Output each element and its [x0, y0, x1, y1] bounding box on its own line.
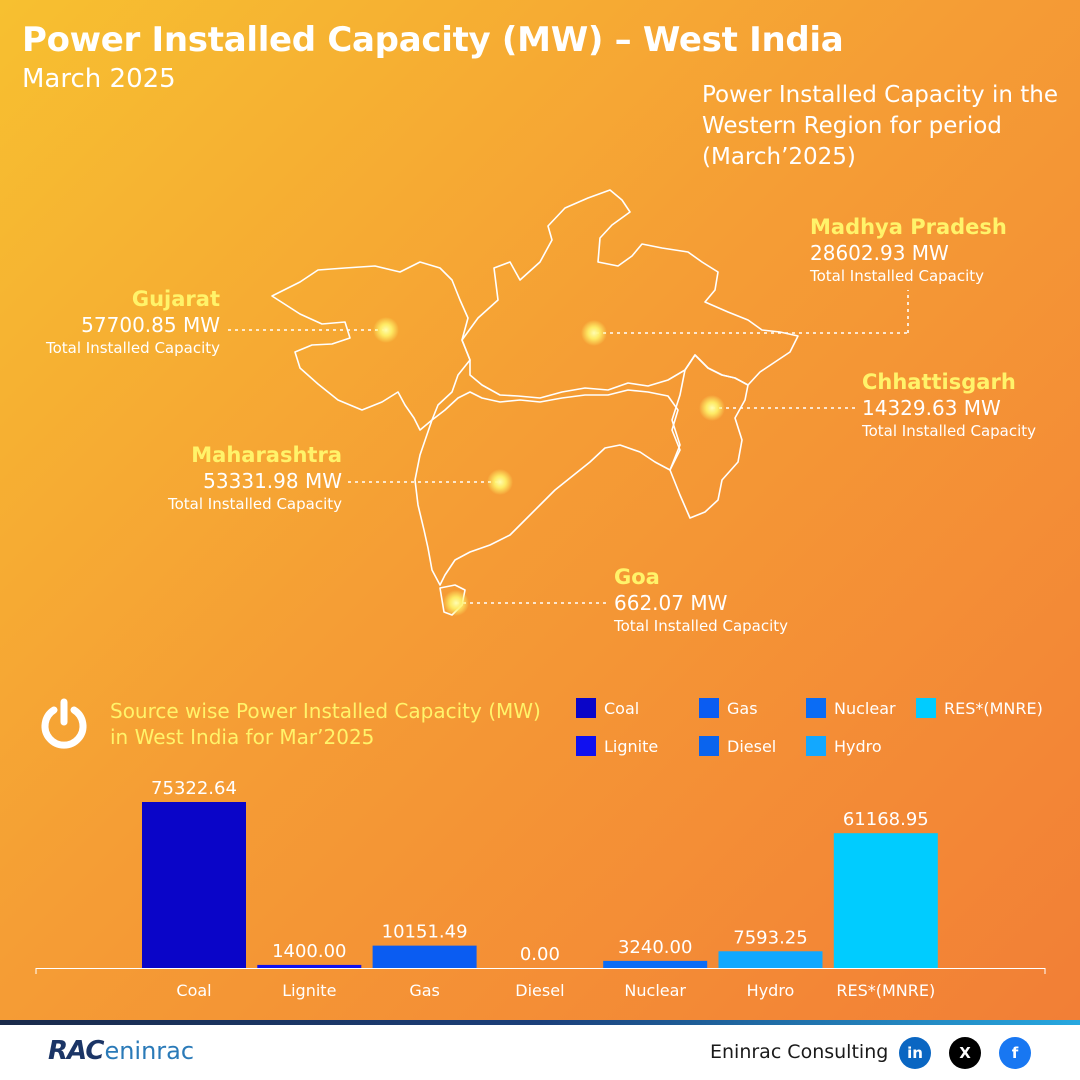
state-value: 53331.98 MW: [203, 469, 342, 493]
maharashtra-outline: [414, 389, 681, 586]
bar-value-label: 75322.64: [151, 778, 237, 799]
state-name: Gujarat: [131, 287, 220, 311]
legend-item-nuclear: Nuclear: [806, 698, 896, 718]
legend-swatch: [806, 736, 826, 756]
source-bar-chart: 75322.64 Coal 1400.00 Lignite 10151.49 Gas 0.0…: [142, 778, 938, 1000]
category-label: RES*(MNRE): [836, 981, 935, 1000]
footer-accent-bar: [0, 1020, 1080, 1025]
legend-swatch: [699, 698, 719, 718]
legend-label: Nuclear: [834, 698, 896, 718]
legend-label: Hydro: [834, 736, 882, 756]
x-icon-text: X: [959, 1044, 971, 1062]
madhya-pradesh-outline: [461, 189, 799, 399]
bar-value-label: 7593.25: [733, 927, 807, 948]
legend-item-gas: Gas: [699, 698, 758, 718]
page-title: Power Installed Capacity (MW) – West Ind…: [22, 20, 844, 60]
x-icon[interactable]: X: [949, 1037, 981, 1069]
bar-gas: [372, 945, 477, 968]
legend-label: RES*(MNRE): [944, 698, 1043, 718]
mp-marker: [581, 320, 607, 346]
bar-value-label: 0.00: [520, 944, 560, 965]
gujarat-label: Gujarat 57700.85 MW Total Installed Capa…: [20, 286, 220, 358]
legend-swatch: [916, 698, 936, 718]
state-caption: Total Installed Capacity: [45, 339, 220, 357]
state-name: Maharashtra: [191, 443, 342, 467]
chhattisgarh-label: Chhattisgarh 14329.63 MW Total Installed…: [862, 369, 1072, 441]
source-section-title: Source wise Power Installed Capacity (MW…: [110, 699, 541, 749]
bar-res-mnre-: [833, 833, 938, 968]
category-label: Coal: [176, 981, 211, 1000]
legend-item-res: RES*(MNRE): [916, 698, 1043, 718]
state-value: 14329.63 MW: [862, 396, 1001, 420]
madhya-pradesh-label: Madhya Pradesh 28602.93 MW Total Install…: [810, 214, 1070, 286]
linkedin-icon-text: in: [907, 1044, 923, 1062]
category-label: Lignite: [282, 981, 336, 1000]
facebook-icon[interactable]: f: [999, 1037, 1031, 1069]
legend-label: Coal: [604, 698, 640, 718]
legend-label: Gas: [727, 698, 758, 718]
gujarat-marker: [373, 317, 399, 343]
legend-item-diesel: Diesel: [699, 736, 776, 756]
bar-nuclear: [603, 960, 708, 968]
logo-eninrac-text: eninrac: [104, 1037, 195, 1065]
legend-label: Lignite: [604, 736, 659, 756]
logo-rac-text: RAC: [48, 1036, 104, 1066]
bar-value-label: 61168.95: [843, 809, 929, 830]
company-name: Eninrac Consulting: [710, 1041, 889, 1063]
category-label: Gas: [409, 981, 440, 1000]
west-india-map: [271, 189, 799, 616]
bar-lignite: [257, 964, 362, 968]
legend-swatch: [699, 736, 719, 756]
state-value: 662.07 MW: [614, 591, 728, 615]
goa-label: Goa 662.07 MW Total Installed Capacity: [614, 564, 834, 636]
chhattisgarh-outline: [669, 354, 749, 519]
state-caption: Total Installed Capacity: [167, 495, 342, 513]
state-name: Chhattisgarh: [862, 370, 1016, 394]
legend-item-lignite: Lignite: [576, 736, 658, 756]
legend-swatch: [576, 698, 596, 718]
state-value: 28602.93 MW: [810, 241, 949, 265]
page-subtitle: March 2025: [22, 64, 176, 94]
facebook-icon-text: f: [1011, 1044, 1019, 1062]
legend-item-hydro: Hydro: [806, 736, 882, 756]
bar-value-label: 3240.00: [618, 937, 692, 958]
state-caption: Total Installed Capacity: [862, 422, 1037, 440]
legend-swatch: [806, 698, 826, 718]
maharashtra-marker: [487, 469, 513, 495]
bar-value-label: 10151.49: [382, 922, 468, 943]
state-name: Madhya Pradesh: [810, 215, 1007, 239]
category-label: Diesel: [515, 981, 564, 1000]
maharashtra-label: Maharashtra 53331.98 MW Total Installed …: [120, 442, 342, 514]
state-caption: Total Installed Capacity: [614, 617, 789, 635]
category-label: Nuclear: [624, 981, 686, 1000]
legend-swatch: [576, 736, 596, 756]
gujarat-outline: [271, 261, 471, 431]
power-icon: [41, 698, 87, 749]
bar-coal: [142, 802, 246, 968]
bar-hydro: [718, 951, 823, 968]
linkedin-icon[interactable]: in: [899, 1037, 931, 1069]
state-caption: Total Installed Capacity: [810, 267, 985, 285]
state-name: Goa: [614, 565, 660, 589]
legend-label: Diesel: [727, 736, 777, 756]
chhattisgarh-marker: [699, 395, 725, 421]
region-description: Power Installed Capacity in the Western …: [702, 82, 1058, 170]
legend-item-coal: Coal: [576, 698, 639, 718]
bar-value-label: 1400.00: [272, 941, 346, 962]
eninrac-logo: RAC eninrac: [48, 1036, 194, 1066]
category-label: Hydro: [747, 981, 795, 1000]
goa-marker: [443, 590, 469, 616]
state-value: 57700.85 MW: [81, 313, 220, 337]
